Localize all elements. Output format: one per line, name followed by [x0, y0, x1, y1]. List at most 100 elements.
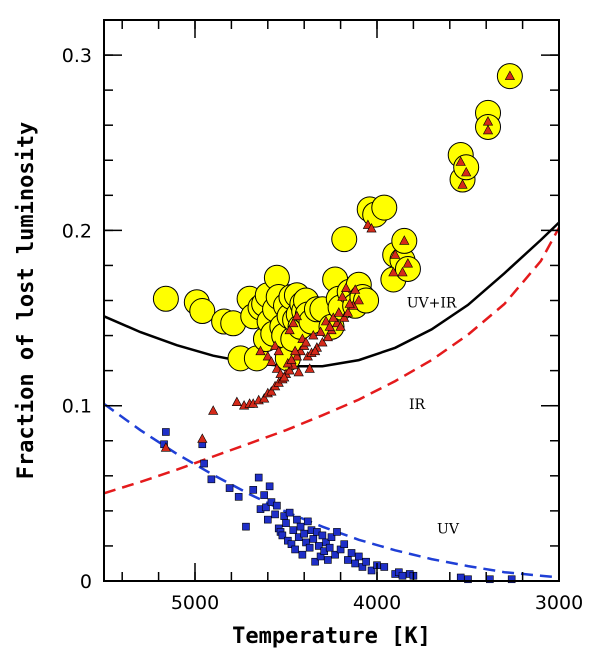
square-point — [327, 533, 336, 541]
square-point — [278, 531, 287, 540]
square-point — [398, 571, 407, 580]
triangle-point — [455, 156, 466, 166]
triangle-point — [388, 266, 399, 277]
y-axis-title: Fraction of lost luminosity — [14, 122, 39, 480]
triangle-point — [273, 345, 284, 356]
square-point — [298, 550, 307, 559]
circle-point — [331, 226, 358, 253]
square-point — [311, 557, 319, 566]
y-tick-label: 0.2 — [62, 220, 92, 242]
triangle-point — [304, 363, 315, 373]
triangle-point — [231, 396, 243, 407]
triangle-point — [262, 350, 273, 361]
triangle-point — [289, 345, 301, 356]
triangle-point — [366, 222, 377, 233]
square-point — [289, 526, 298, 534]
triangle-point — [300, 336, 312, 347]
square-point — [367, 566, 376, 575]
circle-point — [189, 298, 216, 325]
square-point — [347, 549, 356, 557]
x-tick-label: 4000 — [353, 592, 401, 614]
y-tick-label: 0 — [80, 571, 92, 593]
square-point — [362, 557, 370, 566]
triangle-point — [342, 307, 354, 317]
axis-ticks: 5000 4000 3000 0 0.1 0.2 0.3 — [62, 19, 583, 614]
triangle-point — [344, 298, 355, 308]
triangle-point — [390, 249, 401, 259]
triangle-point — [339, 312, 350, 322]
triangle-point — [333, 307, 344, 317]
y-tick-label: 0.3 — [62, 45, 92, 67]
circle-point — [371, 194, 398, 221]
data-points — [152, 63, 523, 584]
triangle-point — [284, 324, 295, 335]
square-point — [282, 519, 290, 527]
square-point — [263, 515, 272, 524]
triangle-point — [322, 331, 334, 342]
triangle-point — [317, 336, 328, 347]
square-point — [225, 484, 234, 492]
square-point — [254, 473, 263, 482]
triangle-point — [504, 70, 516, 80]
square-point — [273, 501, 281, 510]
x-tick-label: 5000 — [171, 592, 219, 614]
x-axis-title: Temperature [K] — [232, 624, 431, 649]
triangle-point — [320, 315, 332, 326]
triangle-point — [337, 291, 348, 301]
square-point — [340, 540, 349, 548]
square-point — [271, 510, 279, 519]
triangle-point — [266, 356, 277, 366]
triangle-point — [340, 282, 352, 293]
square-point — [207, 475, 216, 484]
curve-label: IR — [409, 397, 426, 413]
circle-point — [152, 285, 179, 312]
square-point — [234, 493, 243, 501]
triangle-point — [197, 433, 208, 443]
triangle-point — [324, 321, 335, 331]
square-point — [305, 543, 314, 552]
triangle-point — [291, 310, 303, 321]
square-point — [333, 528, 341, 536]
square-point — [293, 515, 301, 524]
triangle-point — [350, 284, 361, 294]
square-point — [380, 563, 389, 571]
triangle-point — [288, 317, 299, 328]
square-point — [249, 486, 258, 494]
triangle-point — [461, 166, 472, 177]
square-point — [507, 575, 516, 584]
circle-point — [353, 287, 380, 314]
triangle-point — [160, 442, 172, 452]
triangle-point — [309, 345, 321, 356]
triangle-point — [353, 294, 364, 305]
square-point — [331, 550, 339, 559]
triangle-point — [293, 366, 304, 377]
plot-frame — [103, 19, 560, 582]
triangle-point — [335, 321, 346, 331]
square-point — [324, 556, 332, 564]
square-point — [291, 545, 299, 554]
triangle-point — [255, 345, 266, 356]
square-point — [351, 559, 359, 568]
square-point — [162, 428, 170, 436]
square-point — [344, 556, 352, 564]
triangle-point — [279, 371, 290, 382]
curve-ir — [103, 227, 561, 495]
triangle-point — [269, 340, 281, 350]
triangle-point — [482, 124, 494, 135]
triangle-point — [271, 363, 283, 373]
triangle-point — [402, 258, 414, 268]
square-point — [200, 459, 208, 468]
triangle-point — [284, 364, 295, 375]
curve-uv-ir — [103, 221, 560, 368]
square-point — [300, 529, 309, 538]
square-point — [304, 517, 312, 526]
square-point — [354, 552, 363, 561]
square-point — [285, 508, 294, 517]
square-point — [296, 522, 305, 531]
triangle-point — [266, 386, 277, 396]
curve-label: UV — [437, 522, 460, 538]
square-point — [464, 575, 472, 584]
square-point — [318, 531, 327, 540]
square-point — [456, 573, 465, 582]
